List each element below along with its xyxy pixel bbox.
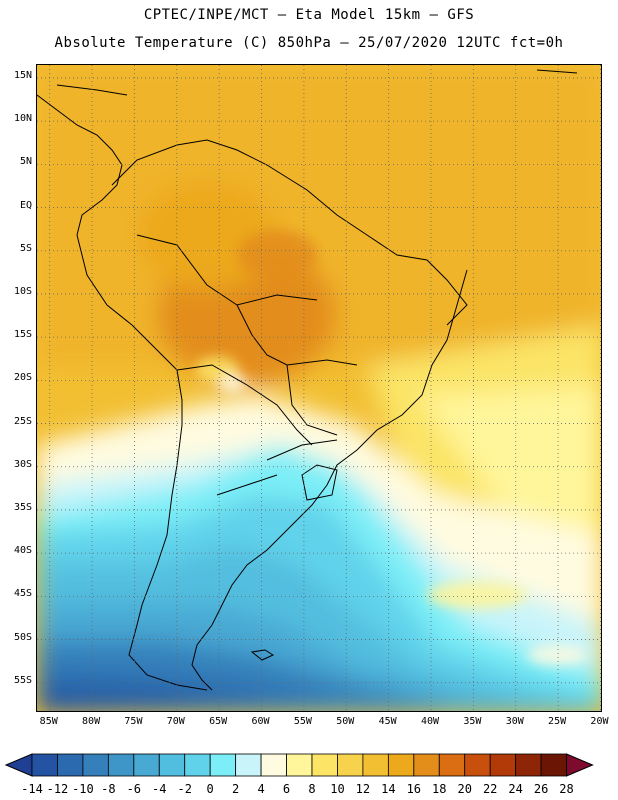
lon-label: 85W bbox=[39, 716, 58, 727]
colorbar-swatch bbox=[337, 753, 364, 777]
colorbar-label: 22 bbox=[482, 782, 498, 796]
colorbar-label: 28 bbox=[559, 782, 574, 796]
lon-label: 35W bbox=[463, 716, 482, 727]
colorbar-label: -8 bbox=[101, 782, 116, 796]
lat-label: 10S bbox=[13, 285, 32, 297]
lon-label: 65W bbox=[209, 716, 228, 727]
colorbar-min-arrow bbox=[4, 753, 33, 777]
lat-label: 15S bbox=[13, 329, 32, 341]
colorbar-label: 6 bbox=[282, 782, 291, 796]
lon-label: 50W bbox=[336, 716, 355, 727]
colorbar-label: -2 bbox=[177, 782, 192, 796]
colorbar-swatch bbox=[31, 753, 58, 777]
colorbar-label: 4 bbox=[257, 782, 265, 796]
lat-label: 25S bbox=[13, 415, 32, 427]
colorbar-label: -12 bbox=[46, 782, 69, 796]
colorbar-swatch bbox=[362, 753, 389, 777]
temperature-map[interactable] bbox=[36, 64, 602, 712]
lat-label: 20S bbox=[13, 372, 32, 384]
lon-label: 20W bbox=[590, 716, 609, 727]
colorbar-label: -6 bbox=[126, 782, 142, 796]
lon-label: 45W bbox=[378, 716, 397, 727]
colorbar-label: 8 bbox=[308, 782, 316, 796]
lat-label: 45S bbox=[13, 588, 32, 600]
colorbar-swatch bbox=[133, 753, 160, 777]
colorbar-max-arrow bbox=[566, 753, 594, 777]
coastlines bbox=[37, 69, 578, 691]
colorbar-swatch bbox=[235, 753, 262, 777]
colorbar-swatch bbox=[209, 753, 237, 777]
colorbar-swatch bbox=[286, 753, 313, 777]
lat-label: 10N bbox=[13, 113, 32, 125]
colorbar-label: 18 bbox=[432, 782, 447, 796]
colorbar-label: 2 bbox=[232, 782, 240, 796]
colorbar-label: 12 bbox=[355, 782, 371, 796]
colorbar-swatch bbox=[57, 753, 84, 777]
lon-label: 40W bbox=[420, 716, 440, 727]
colorbar-swatch bbox=[107, 753, 135, 777]
lon-label: 55W bbox=[293, 716, 312, 727]
graticule bbox=[37, 65, 601, 711]
chart-subtitle: Absolute Temperature (C) 850hPa – 25/07/… bbox=[54, 35, 564, 51]
colorbar-label: 14 bbox=[381, 782, 396, 796]
colorbar-swatch bbox=[515, 753, 542, 777]
colorbar-label: 26 bbox=[533, 782, 549, 796]
colorbar-label: 24 bbox=[508, 782, 523, 796]
colorbar-label: -10 bbox=[72, 782, 94, 796]
colorbar-swatch bbox=[184, 753, 211, 777]
lon-label: 70W bbox=[166, 716, 185, 727]
colorbar-swatch bbox=[413, 753, 440, 777]
colorbar-label: 16 bbox=[406, 782, 422, 796]
chart-title: CPTEC/INPE/MCT – Eta Model 15km – GFS bbox=[143, 7, 475, 23]
colorbar-swatch bbox=[387, 753, 415, 777]
lon-label: 30W bbox=[505, 716, 524, 727]
colorbar-swatch bbox=[311, 753, 338, 777]
lat-label: 55S bbox=[13, 674, 32, 686]
colorbar-label: 20 bbox=[457, 782, 472, 796]
lat-label: EQ bbox=[19, 199, 32, 211]
colorbar-swatch bbox=[438, 753, 466, 777]
lat-label: 5S bbox=[19, 242, 32, 254]
lat-label: 5N bbox=[19, 156, 32, 168]
lat-label: 40S bbox=[13, 545, 32, 557]
lon-label: 25W bbox=[548, 716, 567, 727]
colorbar-swatch bbox=[260, 753, 287, 777]
temperature-field bbox=[37, 65, 601, 711]
lon-label: 75W bbox=[124, 716, 143, 727]
colorbar-swatch bbox=[540, 753, 567, 777]
colorbar-swatch bbox=[82, 753, 109, 777]
colorbar-label: -14 bbox=[21, 782, 43, 796]
lat-label: 15N bbox=[13, 69, 32, 81]
lat-label: 35S bbox=[13, 501, 32, 513]
colorbar-label: 10 bbox=[330, 782, 345, 796]
lon-label: 60W bbox=[251, 716, 270, 727]
colorbar-label: -4 bbox=[152, 782, 167, 796]
lat-label: 50S bbox=[13, 631, 32, 643]
temperature-bands bbox=[37, 65, 601, 711]
colorbar-swatch bbox=[464, 753, 491, 777]
lon-label: 80W bbox=[82, 716, 101, 727]
colorbar-label: 0 bbox=[206, 782, 214, 796]
lat-label: 30S bbox=[13, 458, 32, 470]
colorbar-swatch bbox=[489, 753, 517, 777]
temperature-detail bbox=[195, 230, 587, 665]
colorbar-swatch bbox=[158, 753, 186, 777]
colorbar bbox=[4, 753, 594, 777]
